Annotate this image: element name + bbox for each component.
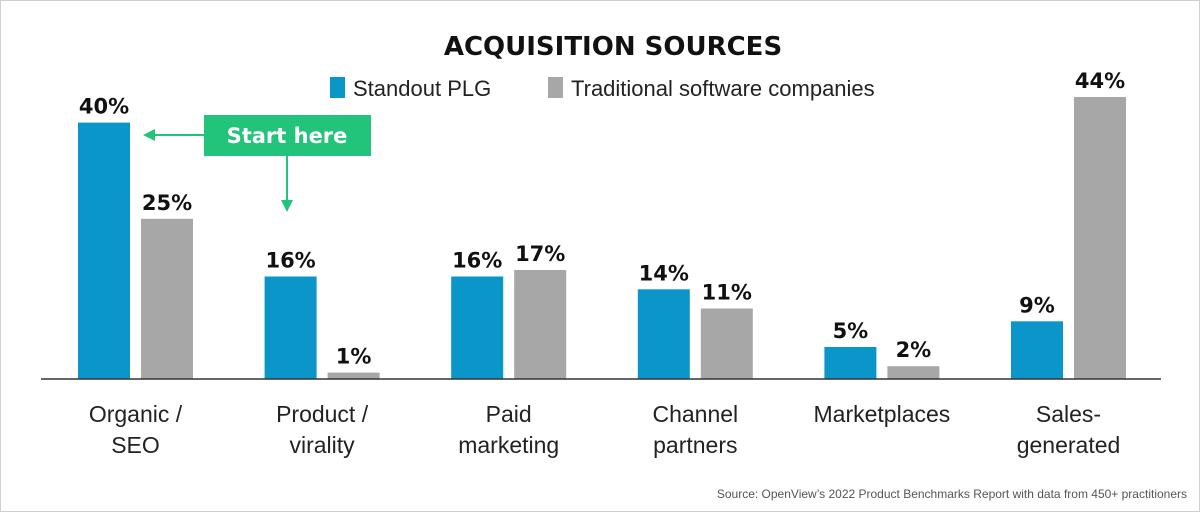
- value-label-traditional-5: 44%: [1075, 69, 1125, 93]
- value-label-standout-plg-3: 14%: [639, 261, 689, 285]
- bar-traditional-1: [327, 372, 380, 379]
- bar-traditional-2: [514, 270, 567, 379]
- value-label-traditional-3: 11%: [702, 281, 752, 305]
- category-label-4: Marketplaces: [814, 401, 951, 427]
- category-label-3: Channel partners: [652, 401, 738, 458]
- legend-label-traditional: Traditional software companies: [571, 76, 875, 101]
- bars-group: [78, 97, 1126, 379]
- value-label-traditional-0: 25%: [142, 191, 192, 215]
- category-labels-group: Organic / SEO Product / virality Paid marketi…: [89, 401, 1120, 458]
- bar-traditional-5: [1074, 97, 1126, 379]
- category-label-2: Paid marketing: [458, 401, 559, 458]
- value-label-standout-plg-2: 16%: [452, 249, 502, 273]
- bar-standout-plg-5: [1011, 321, 1063, 379]
- value-label-traditional-4: 2%: [896, 338, 932, 362]
- source-note: Source: OpenView’s 2022 Product Benchmar…: [717, 487, 1187, 501]
- value-label-standout-plg-5: 9%: [1019, 293, 1055, 317]
- category-label-5: Sales-generated: [1017, 401, 1121, 458]
- value-label-standout-plg-4: 5%: [833, 319, 869, 343]
- arrow-down-head-icon: [281, 200, 293, 212]
- legend-swatch-standout-plg: [330, 77, 345, 98]
- value-label-standout-plg-1: 16%: [265, 249, 315, 273]
- callout-box: [204, 115, 371, 156]
- value-label-traditional-2: 17%: [515, 242, 565, 266]
- bar-standout-plg-1: [264, 276, 317, 379]
- bar-standout-plg-2: [451, 276, 504, 379]
- start-here-callout: Start here: [143, 115, 371, 212]
- value-label-standout-plg-0: 40%: [79, 95, 129, 119]
- arrow-left-head-icon: [143, 129, 155, 141]
- chart-title: ACQUISITION SOURCES: [444, 32, 782, 62]
- value-labels-group: 40% 25% 16% 1% 16% 17% 14% 11% 5% 2% 9% 44%: [79, 69, 1125, 369]
- legend-label-standout-plg: Standout PLG: [353, 76, 491, 101]
- callout-text: Start here: [227, 124, 348, 148]
- bar-traditional-3: [700, 308, 753, 379]
- bar-standout-plg-3: [637, 289, 690, 379]
- bar-traditional-4: [887, 366, 940, 379]
- legend: Standout PLG Traditional software compan…: [330, 76, 875, 101]
- legend-swatch-traditional: [548, 77, 563, 98]
- category-label-1: Product / virality: [276, 401, 369, 458]
- category-label-0: Organic / SEO: [89, 401, 183, 458]
- value-label-traditional-1: 1%: [336, 345, 372, 369]
- bar-standout-plg-0: [78, 122, 130, 379]
- bar-standout-plg-4: [824, 347, 877, 379]
- bar-traditional-0: [141, 218, 193, 379]
